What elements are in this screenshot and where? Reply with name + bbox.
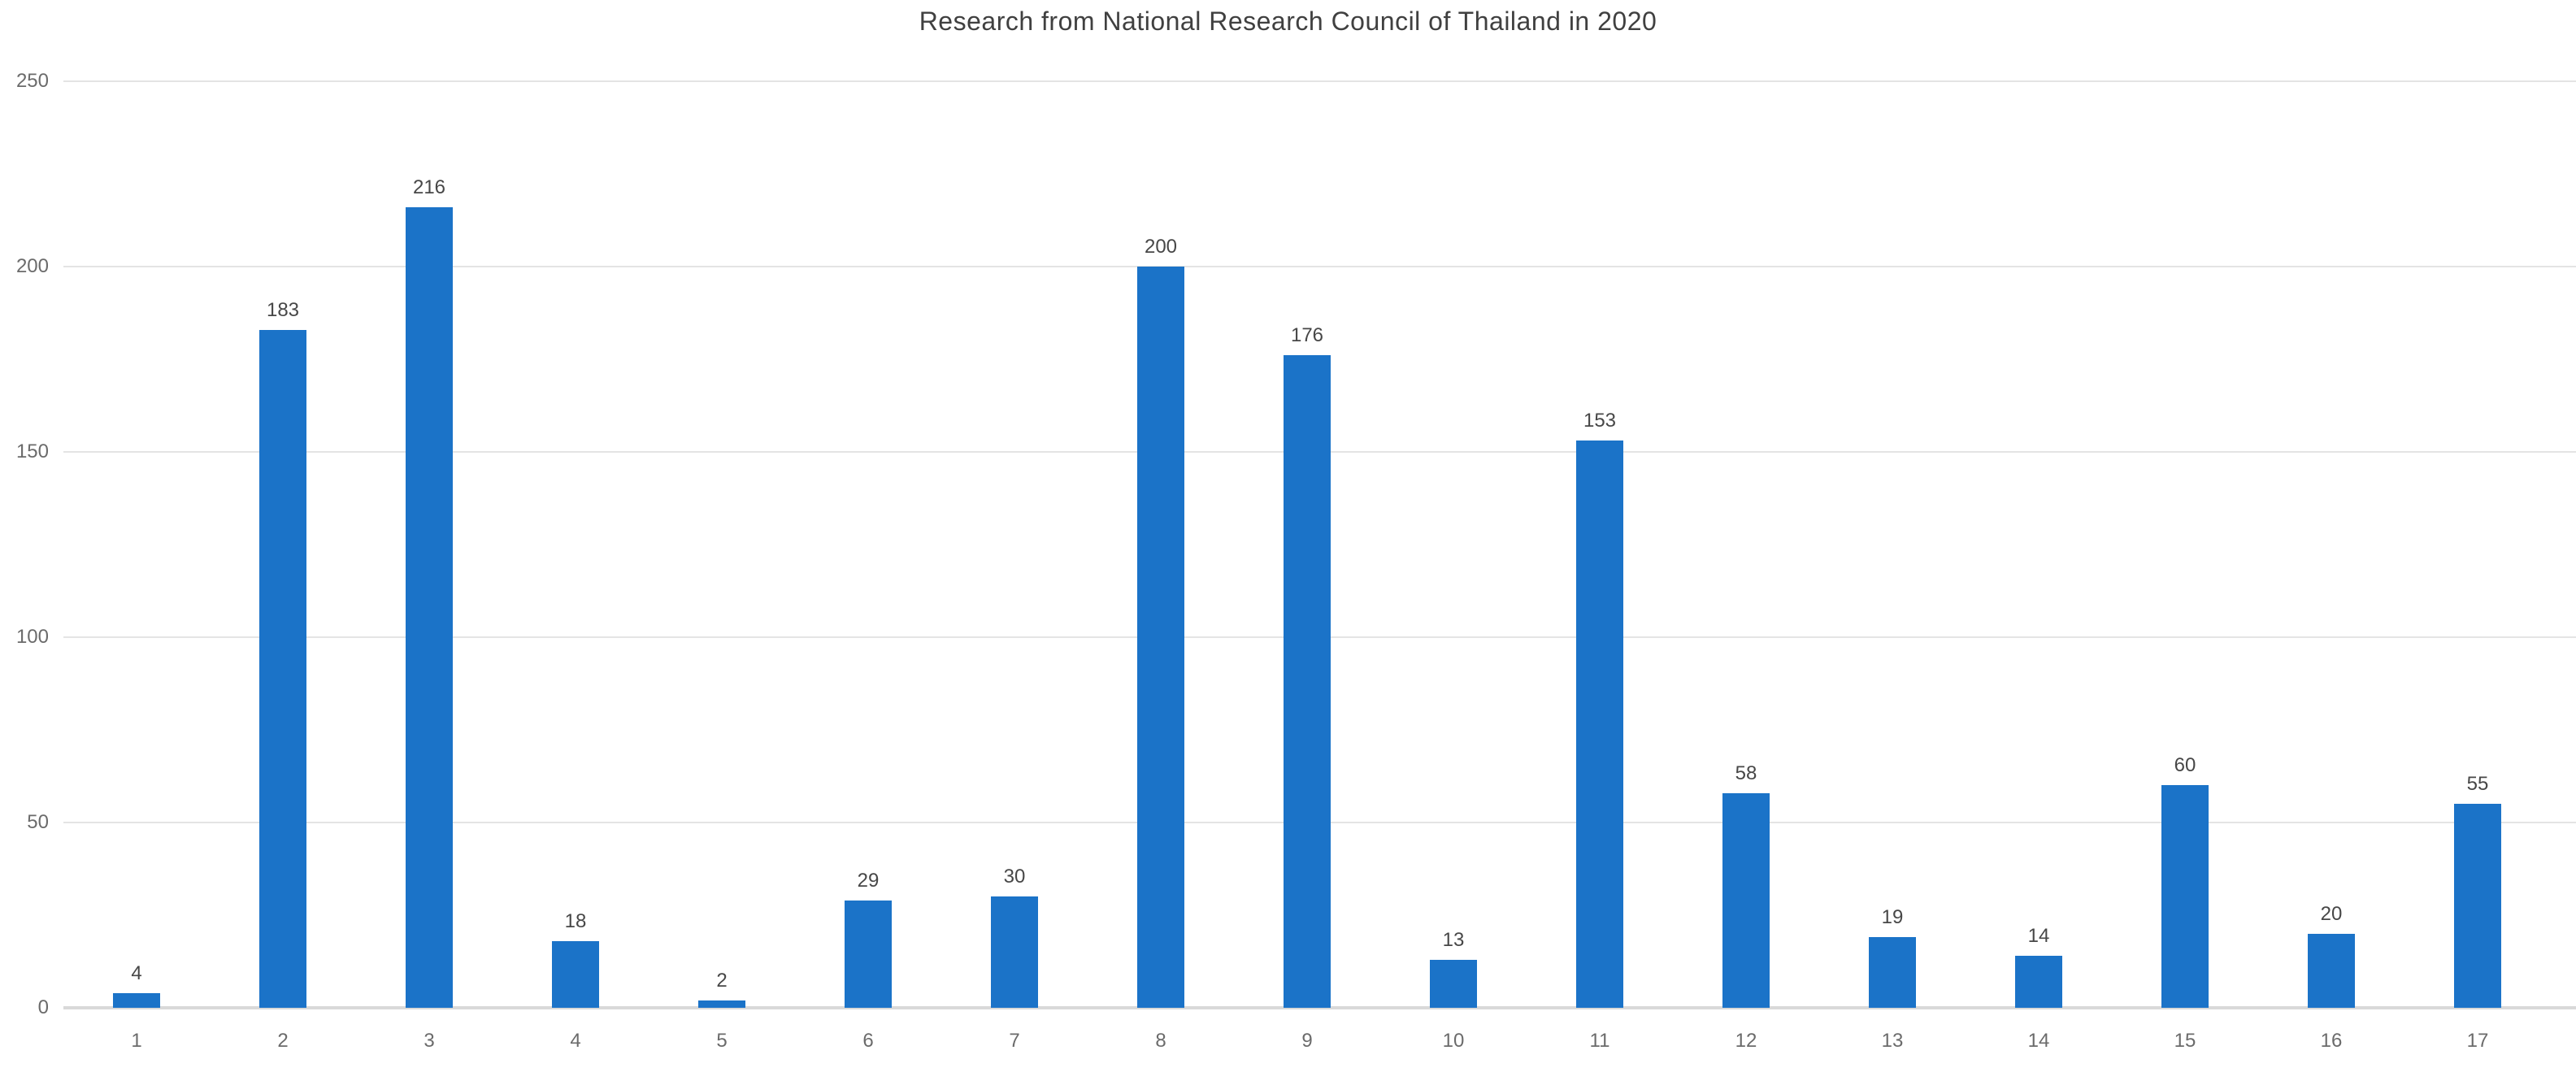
bar-slot-8: 200 [1088, 81, 1234, 1008]
bar-value-label: 216 [412, 176, 446, 199]
gridline-200 [63, 266, 2576, 267]
bar-slot-1: 4 [63, 81, 210, 1008]
x-tick-label-7: 7 [1009, 1030, 1020, 1052]
bar-slot-13: 19 [1819, 81, 1966, 1008]
bar [259, 329, 306, 1008]
bar-slot-9: 176 [1234, 81, 1380, 1008]
bar-value-label: 4 [131, 961, 142, 984]
x-tick-label-3: 3 [424, 1030, 435, 1052]
bar-value-label: 13 [1442, 928, 1465, 951]
x-tick-label-1: 1 [131, 1030, 142, 1052]
bar-value-label: 20 [2320, 902, 2343, 925]
bar-slot-11: 153 [1527, 81, 1673, 1008]
bar [2308, 933, 2355, 1008]
bar-value-label: 153 [1583, 410, 1617, 432]
bar-slot-2: 183 [210, 81, 356, 1008]
bar [1722, 792, 1770, 1008]
bar-slot-4: 18 [502, 81, 649, 1008]
bar-value-label: 2 [716, 969, 728, 992]
bar [406, 207, 453, 1008]
y-tick-label-250: 250 [15, 70, 49, 92]
bar [2015, 956, 2062, 1008]
bar [1869, 937, 1916, 1008]
y-tick-label-150: 150 [15, 441, 49, 462]
x-tick-label-15: 15 [2174, 1030, 2196, 1052]
y-tick-label-200: 200 [15, 255, 49, 277]
bar [1284, 355, 1331, 1008]
x-tick-label-17: 17 [2466, 1030, 2489, 1052]
bar-slot-7: 30 [941, 81, 1088, 1008]
y-tick-label-100: 100 [15, 626, 49, 648]
bar-value-label: 30 [1003, 866, 1026, 888]
bar-slot-17: 55 [2404, 81, 2551, 1008]
bar [991, 896, 1038, 1008]
bar [2454, 804, 2501, 1008]
plot-area: 4 183 216 18 2 29 30 200 176 13 153 58 19 14 60 20 55 [63, 80, 2576, 1009]
bar-slot-16: 20 [2258, 81, 2404, 1008]
bar-value-label: 60 [2174, 754, 2196, 777]
y-axis: 250 200 150 100 50 0 [0, 72, 49, 1018]
bar-slot-15: 60 [2112, 81, 2258, 1008]
x-axis-baseline [63, 1006, 2576, 1009]
bars-group: 4 183 216 18 2 29 30 200 176 13 153 58 19 14 60 20 55 [63, 81, 2551, 1008]
x-tick-label-13: 13 [1881, 1030, 1904, 1052]
x-tick-label-10: 10 [1442, 1030, 1465, 1052]
x-tick-label-6: 6 [862, 1030, 874, 1052]
gridline-250 [63, 80, 2576, 82]
x-tick-label-11: 11 [1589, 1030, 1610, 1052]
x-tick-label-2: 2 [277, 1030, 289, 1052]
x-tick-label-12: 12 [1735, 1030, 1757, 1052]
x-tick-label-5: 5 [716, 1030, 728, 1052]
bar [845, 900, 892, 1008]
bar-value-label: 176 [1290, 324, 1324, 347]
bar-slot-14: 14 [1966, 81, 2112, 1008]
bar-value-label: 14 [2027, 925, 2050, 948]
bar [113, 992, 160, 1008]
bar-value-label: 18 [564, 909, 587, 932]
bar-value-label: 55 [2466, 773, 2489, 796]
bar [1430, 959, 1477, 1008]
x-tick-label-16: 16 [2320, 1030, 2343, 1052]
bar-value-label: 58 [1735, 762, 1757, 784]
chart-title: Research from National Research Council … [919, 7, 1657, 36]
bar-value-label: 29 [857, 869, 880, 892]
y-tick-label-0: 0 [37, 996, 49, 1018]
bar-slot-12: 58 [1673, 81, 1819, 1008]
bar-slot-6: 29 [795, 81, 941, 1008]
x-tick-label-14: 14 [2027, 1030, 2050, 1052]
bar-slot-5: 2 [649, 81, 795, 1008]
x-tick-label-4: 4 [570, 1030, 581, 1052]
bar-value-label: 19 [1881, 906, 1904, 929]
bar [2161, 785, 2209, 1008]
bar-slot-10: 13 [1380, 81, 1527, 1008]
bar-value-label: 200 [1144, 236, 1178, 258]
bar [552, 940, 599, 1008]
bar [1137, 267, 1184, 1008]
x-tick-label-9: 9 [1301, 1030, 1313, 1052]
bar-value-label: 183 [266, 298, 300, 321]
y-tick-label-50: 50 [27, 811, 49, 833]
x-tick-label-8: 8 [1155, 1030, 1166, 1052]
bar [1576, 441, 1623, 1008]
bar-slot-3: 216 [356, 81, 502, 1008]
bar [698, 1000, 745, 1008]
x-axis: 1 2 3 4 5 6 7 8 9 10 11 12 13 14 15 16 17 [63, 1025, 2551, 1057]
